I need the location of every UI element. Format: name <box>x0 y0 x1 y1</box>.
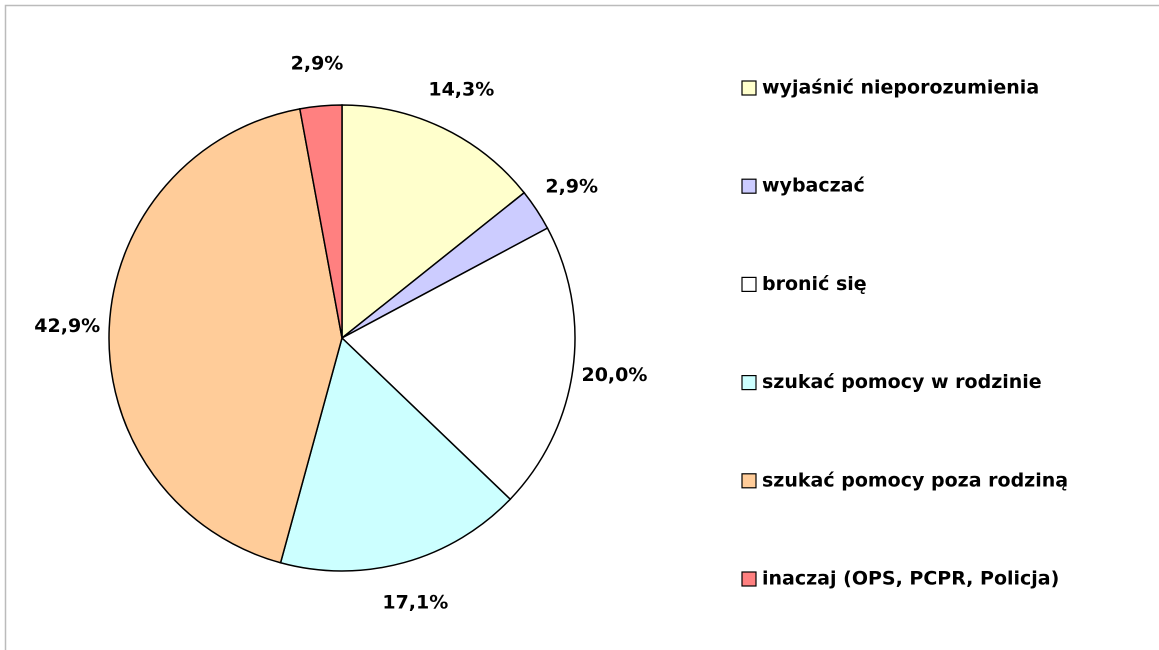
data-label: 20,0% <box>581 364 647 386</box>
data-label: 42,9% <box>34 315 100 337</box>
data-label: 2,9% <box>291 53 344 75</box>
legend-swatch <box>741 80 757 96</box>
legend-label: inaczaj (OPS, PCPR, Policja) <box>762 568 1059 590</box>
legend-swatch <box>741 473 757 489</box>
legend-swatch <box>741 276 757 292</box>
data-label: 2,9% <box>545 175 598 197</box>
pie-slice <box>298 104 343 339</box>
legend-swatch <box>741 571 757 587</box>
data-label: 17,1% <box>382 592 448 614</box>
legend-label: szukać pomocy w rodzinie <box>762 371 1042 393</box>
legend-swatch <box>741 375 757 391</box>
legend-label: wyjaśnić nieporozumienia <box>762 77 1039 99</box>
legend-label: bronić się <box>762 273 867 295</box>
pie-slice <box>279 336 512 572</box>
legend-swatch <box>741 178 757 194</box>
pie-slice <box>341 104 526 340</box>
data-label: 14,3% <box>428 79 494 101</box>
pie-slice <box>108 107 343 564</box>
legend-label: wybaczać <box>762 175 865 197</box>
pie-slice <box>340 227 576 501</box>
legend-label: szukać pomocy poza rodziną <box>762 469 1068 491</box>
